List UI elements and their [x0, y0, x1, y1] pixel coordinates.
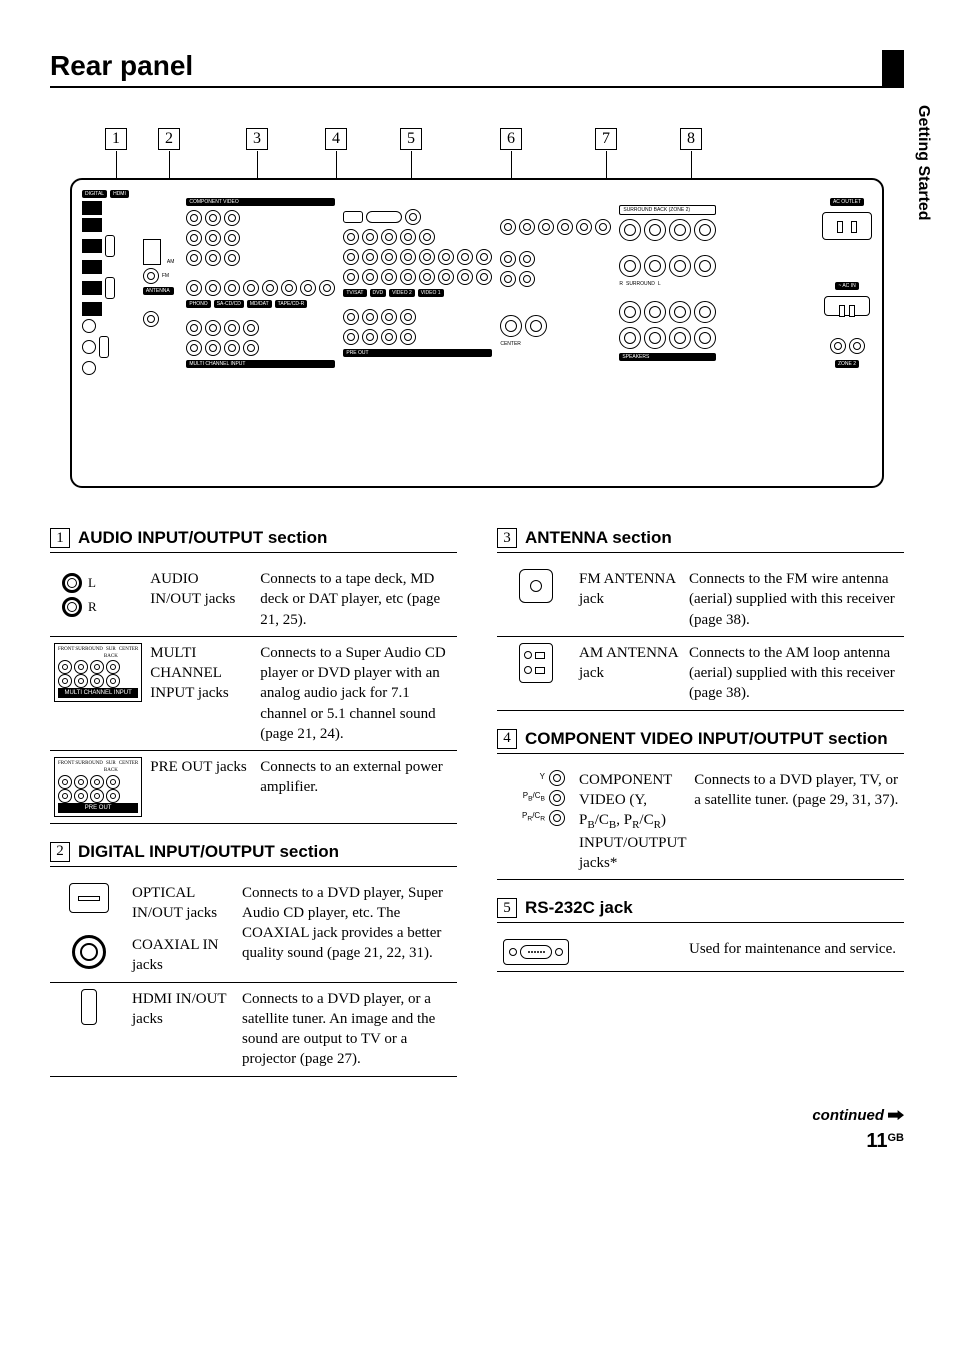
fm-antenna-icon [501, 569, 571, 603]
callout-8: 8 [680, 128, 702, 150]
section-head-2: 2 DIGITAL INPUT/OUTPUT section [50, 842, 457, 867]
pagenum-val: 11 [866, 1130, 887, 1152]
rear-panel-diagram: 1 2 3 4 5 6 7 8 DIGITALHDMI [50, 128, 904, 488]
lbl-digital: DIGITAL [82, 190, 107, 198]
section-title: RS-232C jack [525, 898, 633, 918]
jack-name: AM ANTENNA jack [575, 636, 685, 710]
pagenum-suffix: GB [888, 1132, 905, 1144]
section-number: 4 [497, 729, 517, 749]
jack-desc: Connects to a DVD player, Super Audio CD… [238, 877, 457, 983]
lbl-phono: PHONO [186, 300, 210, 308]
section-number: 5 [497, 898, 517, 918]
jack-name [575, 933, 685, 972]
multi-channel-icon: FRONTSURROUNDSUR BACKCENTERMULTI CHANNEL… [54, 643, 142, 703]
lbl-video2: VIDEO 2 [389, 289, 415, 297]
lbl-dvd: DVD [370, 289, 387, 297]
section-title: COMPONENT VIDEO INPUT/OUTPUT section [525, 729, 888, 749]
section-table-3: FM ANTENNA jackConnects to the FM wire a… [497, 563, 904, 711]
page-footer: continued 11GB [50, 1107, 904, 1153]
callout-4: 4 [325, 128, 347, 150]
jack-name: OPTICAL IN/OUT jacks [128, 877, 238, 930]
lbl-acout: AC OUTLET [830, 198, 864, 206]
optical-icon [54, 883, 124, 913]
jack-desc: Connects to a DVD player, or a satellite… [238, 982, 457, 1076]
lbl-video1: VIDEO 1 [418, 289, 444, 297]
section-title: AUDIO INPUT/OUTPUT section [78, 528, 327, 548]
lbl-acin: ~ AC IN [835, 282, 858, 290]
lbl-component: COMPONENT VIDEO [186, 198, 335, 206]
lbl-antenna: ANTENNA [143, 287, 175, 295]
section-title: DIGITAL INPUT/OUTPUT section [78, 842, 339, 862]
section-table-4: YPB/CBPR/CRCOMPONENT VIDEO (Y, PB/CB, PR… [497, 764, 904, 881]
section-head-3: 3 ANTENNA section [497, 528, 904, 553]
callout-1: 1 [105, 128, 127, 150]
section-head-1: 1 AUDIO INPUT/OUTPUT section [50, 528, 457, 553]
panel-outline: DIGITALHDMI AM FM [70, 178, 884, 488]
lbl-mddat: MD/DAT [247, 300, 272, 308]
jack-desc: Connects to a tape deck, MD deck or DAT … [256, 563, 457, 636]
lbl-r: R [619, 281, 623, 287]
side-section-label: Getting Started [914, 105, 932, 221]
section-head-4: 4 COMPONENT VIDEO INPUT/OUTPUT section [497, 729, 904, 754]
am-antenna-icon [501, 643, 571, 683]
jack-name: HDMI IN/OUT jacks [128, 982, 238, 1076]
jack-name: PRE OUT jacks [146, 751, 256, 824]
lbl-speakers: SPEAKERS [619, 353, 716, 361]
section-table-2: OPTICAL IN/OUT jacksConnects to a DVD pl… [50, 877, 457, 1077]
continued-text: continued [812, 1107, 884, 1124]
callout-7: 7 [595, 128, 617, 150]
lbl-zone2: ZONE 2 [835, 360, 859, 368]
jack-desc: Connects to a DVD player, TV, or a satel… [690, 764, 904, 880]
callout-3: 3 [246, 128, 268, 150]
lbl-surr: SURROUND [626, 281, 655, 287]
jack-name: AUDIO IN/OUT jacks [146, 563, 256, 636]
lbl-surrback: SURROUND BACK (ZONE 2) [619, 205, 716, 215]
callout-6: 6 [500, 128, 522, 150]
jack-desc: Connects to a Super Audio CD player or D… [256, 636, 457, 750]
lbl-sacd: SA-CD/CD [214, 300, 244, 308]
lbl-multi: MULTI CHANNEL INPUT [186, 360, 335, 368]
arrow-icon [888, 1110, 904, 1120]
jack-desc: Used for maintenance and service. [685, 933, 904, 972]
section-number: 3 [497, 528, 517, 548]
description-columns: 1 AUDIO INPUT/OUTPUT section L RAUDIO IN/… [50, 528, 904, 1077]
callout-2: 2 [158, 128, 180, 150]
pre-out-icon: FRONTSURROUNDSUR BACKCENTERPRE OUT [54, 757, 142, 817]
lbl-center: CENTER [500, 341, 611, 347]
section-table-1: L RAUDIO IN/OUT jacksConnects to a tape … [50, 563, 457, 824]
title-tab [882, 50, 904, 88]
jack-desc: Connects to the FM wire antenna (aerial)… [685, 563, 904, 636]
section-number: 2 [50, 842, 70, 862]
section-table-5: Used for maintenance and service. [497, 933, 904, 972]
jack-desc: Connects to an external power amplifier. [256, 751, 457, 824]
section-title: ANTENNA section [525, 528, 672, 548]
lbl-tvsat: TV/SAT [343, 289, 366, 297]
section-head-5: 5 RS-232C jack [497, 898, 904, 923]
callout-5: 5 [400, 128, 422, 150]
jack-name: MULTI CHANNEL INPUT jacks [146, 636, 256, 750]
page-number: 11GB [812, 1130, 904, 1153]
lbl-preout: PRE OUT [343, 349, 492, 357]
jack-desc: Connects to the AM loop antenna (aerial)… [685, 636, 904, 710]
coaxial-icon [54, 935, 124, 969]
section-number: 1 [50, 528, 70, 548]
lbl-l: L [658, 281, 661, 287]
rs232-icon [501, 939, 571, 965]
title-bar: Rear panel [50, 50, 904, 88]
jack-name: FM ANTENNA jack [575, 563, 685, 636]
audio-lr-icon: L R [54, 569, 142, 621]
hdmi-icon [54, 989, 124, 1025]
lbl-tape: TAPE/CD-R [275, 300, 308, 308]
jack-name: COAXIAL IN jacks [128, 929, 238, 982]
jack-name: COMPONENT VIDEO (Y, PB/CB, PR/CR) INPUT/… [575, 764, 690, 880]
component-icon: YPB/CBPR/CR [501, 770, 571, 826]
continued-label: continued [812, 1107, 904, 1124]
lbl-hdmi: HDMI [110, 190, 129, 198]
page-title: Rear panel [50, 50, 193, 81]
